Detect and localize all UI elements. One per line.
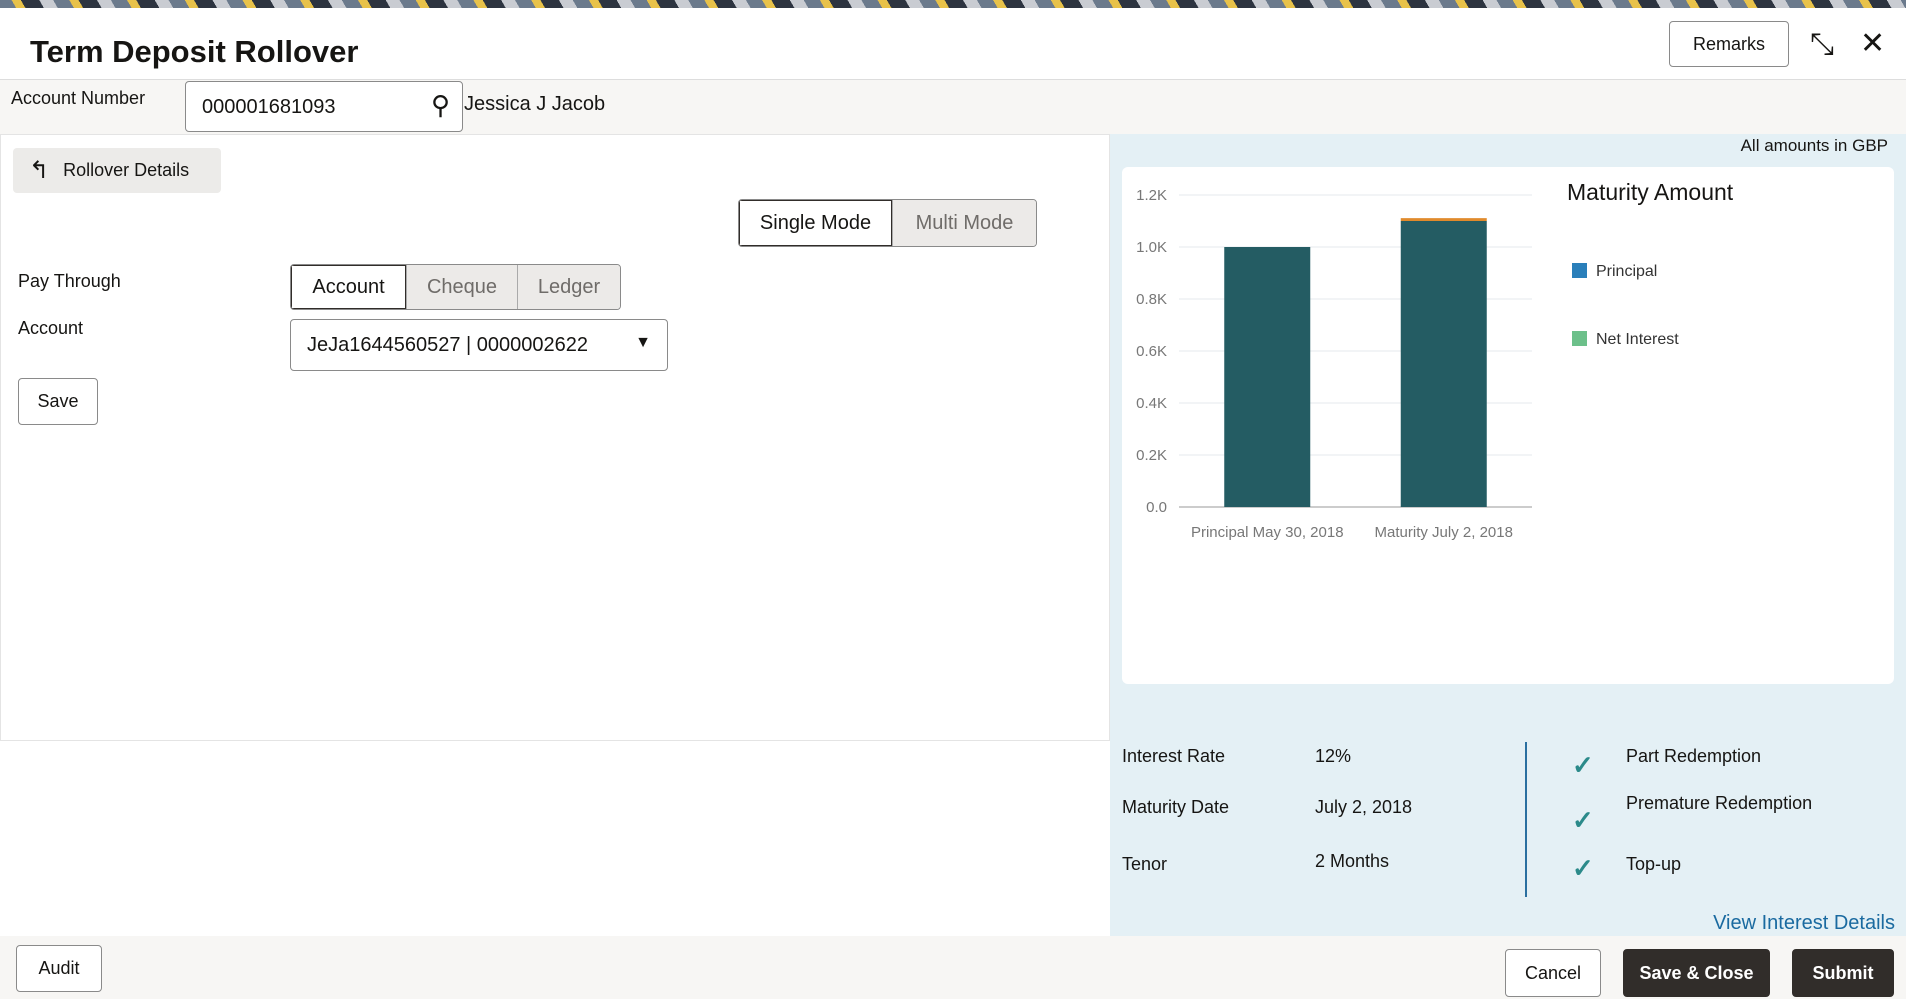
audit-button[interactable]: Audit (16, 945, 102, 992)
legend-swatch (1572, 263, 1587, 278)
account-select[interactable]: JeJa1644560527 | 0000002622 ▼ (290, 319, 668, 371)
pay-ledger-option[interactable]: Ledger (517, 265, 620, 309)
feature-part-redemption: Part Redemption (1626, 746, 1762, 766)
pay-account-option[interactable]: Account (291, 265, 406, 309)
currency-note: All amounts in GBP (1740, 136, 1888, 155)
multi-mode-toggle[interactable]: Multi Mode (892, 200, 1036, 246)
save-button[interactable]: Save (18, 378, 98, 425)
maturity-chart: 0.0 0.2K 0.4K 0.6K 0.8K 1.0K 1.2K Principal May… (1136, 179, 1734, 541)
tenor-value: 2 Months (1315, 851, 1390, 871)
account-label: Account (18, 318, 84, 338)
account-number-label: Account Number (11, 88, 146, 108)
x-tick-label: Principal May 30, 2018 (1191, 524, 1344, 541)
pay-through-label: Pay Through (18, 271, 121, 291)
chart-card: 0.0 0.2K 0.4K 0.6K 0.8K 1.0K 1.2K Principal May… (1122, 167, 1894, 684)
submit-button[interactable]: Submit (1792, 949, 1894, 997)
interest-rate-value: 12% (1315, 746, 1352, 766)
collapse-icon[interactable]: ⤡ (1810, 28, 1834, 61)
y-tick-label: 0.2K (1136, 447, 1167, 464)
y-tick-label: 0.0 (1146, 499, 1167, 516)
bar-net-interest (1400, 218, 1487, 221)
maturity-date-label: Maturity Date (1122, 797, 1230, 817)
chevron-down-icon: ▼ (635, 334, 651, 351)
rollover-panel: ↰ Rollover Details Single Mode Multi Mode… (0, 134, 1110, 741)
feature-top-up: Top-up (1626, 854, 1682, 874)
view-interest-details-link[interactable]: View Interest Details (1713, 912, 1895, 934)
search-icon[interactable]: ⚲ (430, 90, 450, 120)
cancel-button[interactable]: Cancel (1505, 949, 1601, 997)
customer-name: Jessica J Jacob (464, 93, 606, 115)
check-icon: ✓ (1572, 750, 1594, 780)
interest-rate-label: Interest Rate (1122, 746, 1226, 766)
maturity-date-value: July 2, 2018 (1315, 797, 1413, 817)
y-tick-label: 1.2K (1136, 187, 1167, 204)
y-tick-label: 0.4K (1136, 395, 1167, 412)
rollover-details-section[interactable]: ↰ Rollover Details (13, 148, 221, 193)
single-mode-toggle[interactable]: Single Mode (739, 200, 892, 246)
feature-premature-redemption: Premature Redemption (1626, 793, 1813, 813)
y-tick-label: 1.0K (1136, 239, 1167, 256)
chart-title: Maturity Amount (1567, 179, 1734, 205)
top-banner (0, 0, 1906, 8)
back-arrow-icon: ↰ (29, 157, 50, 184)
section-label: Rollover Details (63, 160, 190, 180)
save-close-button[interactable]: Save & Close (1623, 949, 1770, 997)
close-icon[interactable]: ✕ (1860, 27, 1886, 60)
legend-label: Principal (1596, 263, 1657, 280)
header: Term Deposit Rollover Remarks ⤡ ✕ (0, 8, 1906, 80)
x-tick-label: Maturity July 2, 2018 (1375, 524, 1513, 541)
check-icon: ✓ (1572, 805, 1594, 835)
divider (1525, 742, 1527, 897)
check-icon: ✓ (1572, 853, 1594, 883)
y-tick-label: 0.8K (1136, 291, 1167, 308)
footer: Audit Cancel Save & Close Submit (0, 936, 1906, 999)
bar-principal (1400, 221, 1487, 507)
bar-principal (1224, 247, 1311, 507)
legend-swatch (1572, 331, 1587, 346)
legend-label: Net Interest (1596, 331, 1679, 348)
tenor-label: Tenor (1122, 854, 1168, 874)
y-tick-label: 0.6K (1136, 343, 1167, 360)
account-select-value: JeJa1644560527 | 0000002622 (307, 334, 589, 356)
account-number-input[interactable]: 000001681093 ⚲ (185, 81, 463, 132)
account-number-value: 000001681093 (202, 96, 336, 118)
page-title: Term Deposit Rollover (30, 34, 359, 69)
remarks-button[interactable]: Remarks (1669, 21, 1789, 67)
pay-cheque-option[interactable]: Cheque (406, 265, 517, 309)
